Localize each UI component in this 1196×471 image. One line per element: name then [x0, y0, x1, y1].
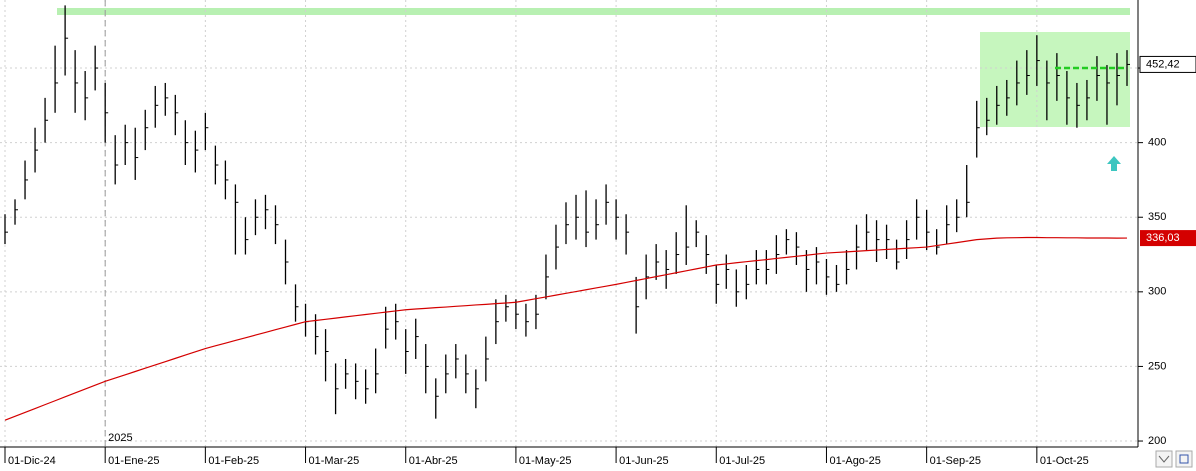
save-icon: [1179, 454, 1189, 464]
ma-value-label: 336,03: [1146, 232, 1180, 244]
x-tick-label: 01-May-25: [519, 455, 572, 467]
x-tick-label: 01-Abr-25: [409, 455, 458, 467]
x-tick-label: 01-Jun-25: [619, 455, 669, 467]
y-tick-label: 300: [1148, 286, 1166, 298]
y-tick-label: 200: [1148, 435, 1166, 447]
last-price-box: [1139, 55, 1196, 73]
year-label: 2025: [108, 432, 132, 444]
save-button[interactable]: [1175, 450, 1193, 468]
resistance-band: [57, 8, 1130, 15]
x-tick-label: 01-Oct-25: [1040, 455, 1089, 467]
x-tick-label: 01-Feb-25: [208, 455, 259, 467]
y-tick-label: 350: [1148, 211, 1166, 223]
last-price-label: 452,42: [1146, 58, 1180, 70]
range-box: [980, 32, 1130, 127]
x-tick-label: 01-Sep-25: [930, 455, 981, 467]
y-tick-label: 400: [1148, 137, 1166, 149]
collapse-icon: [1158, 455, 1170, 463]
x-tick-label: 01-Mar-25: [309, 455, 360, 467]
x-tick-label: 01-Jul-25: [719, 455, 765, 467]
plot: [0, 0, 1138, 447]
x-tick-label: 01-Dic-24: [8, 455, 56, 467]
moving-average-line: [4, 236, 1128, 421]
up-arrow: [1107, 156, 1121, 171]
x-tick-label: 01-Ago-25: [829, 455, 880, 467]
x-tick-label: 01-Ene-25: [108, 455, 159, 467]
collapse-button[interactable]: [1155, 450, 1173, 468]
ma-value-box: [1140, 230, 1196, 247]
y-tick-label: 250: [1148, 360, 1166, 372]
